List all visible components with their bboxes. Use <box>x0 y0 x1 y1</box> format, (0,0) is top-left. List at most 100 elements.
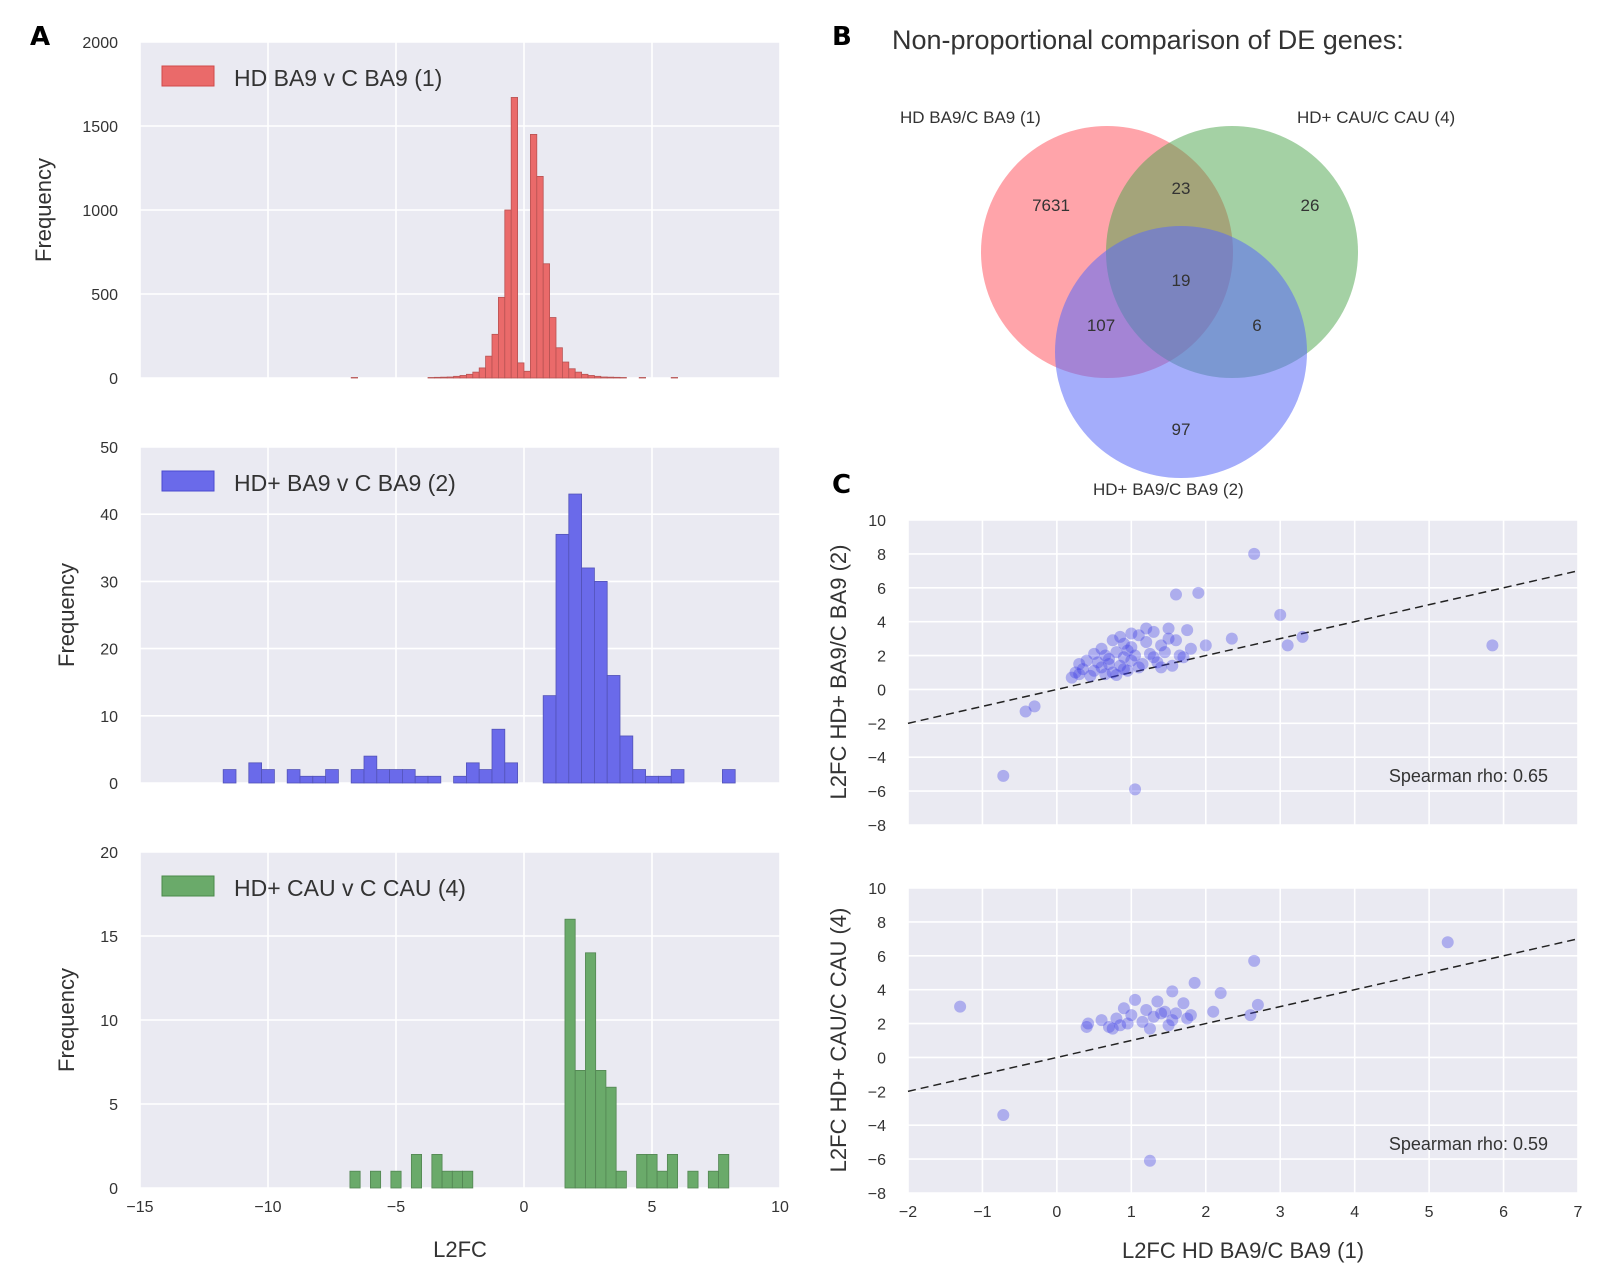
y-tick-label: 5 <box>109 1097 118 1114</box>
y-tick-label: 500 <box>91 287 118 304</box>
venn-count-only-1: 7631 <box>1032 196 1070 215</box>
histogram-bar <box>595 1070 607 1189</box>
scatter-point <box>1088 647 1101 660</box>
scatter-point <box>1486 639 1499 652</box>
scatter-point <box>1084 669 1097 682</box>
histogram-bar <box>687 1170 699 1189</box>
histogram-bar <box>472 371 480 379</box>
scatter-point <box>1095 1014 1108 1027</box>
histogram-bar <box>718 1154 730 1189</box>
histogram-bar <box>600 376 608 379</box>
scatter-point <box>1099 668 1112 681</box>
scatter-points <box>997 547 1499 796</box>
scatter-point <box>1177 651 1190 664</box>
y-axis-label: L2FC HD+ CAU/C CAU (4) <box>826 908 851 1173</box>
histogram-bar <box>594 581 608 784</box>
panel-letter-a: A <box>30 22 50 52</box>
y-tick-label: 15 <box>100 929 118 946</box>
gridlines <box>907 519 1579 826</box>
x-tick-label: 4 <box>1350 1204 1359 1221</box>
y-tick-labels: 0 500 1000 1500 2000 <box>82 35 118 388</box>
histogram-bar <box>504 762 518 784</box>
y-tick-labels: 0 5 10 15 20 <box>100 845 118 1198</box>
histogram-bar <box>350 769 365 784</box>
y-tick-label: 0 <box>877 682 886 699</box>
y-tick-label: 4 <box>877 615 886 632</box>
histogram-bar <box>549 317 557 379</box>
venn-set-2-circle <box>1055 226 1307 478</box>
histogram-bar <box>581 373 589 379</box>
histogram-bar <box>222 769 237 784</box>
scatter-point <box>1251 998 1264 1011</box>
histogram-bar <box>530 133 538 379</box>
scatter-point <box>1162 1019 1175 1032</box>
histogram-bar <box>410 1154 422 1189</box>
scatter-point <box>1192 586 1205 599</box>
fit-line <box>907 938 1579 1093</box>
histogram-bar <box>441 1170 453 1189</box>
histogram-bar <box>562 361 570 379</box>
x-tick-label: −15 <box>126 1199 153 1216</box>
x-axis-label: L2FC <box>433 1237 487 1262</box>
x-tick-label: 10 <box>771 1199 789 1216</box>
scatter-point <box>1129 783 1142 796</box>
y-tick-label: 50 <box>100 440 118 457</box>
histogram-bar <box>568 493 582 784</box>
histogram-bar <box>491 333 499 379</box>
histogram-bar <box>312 775 326 784</box>
histogram-bar <box>446 376 455 379</box>
scatter-point <box>1143 1154 1156 1167</box>
histogram-bar <box>286 769 301 784</box>
x-tick-label: 2 <box>1201 1204 1210 1221</box>
y-tick-label: 8 <box>877 547 886 564</box>
scatter-point <box>1121 1017 1134 1030</box>
y-tick-label: −6 <box>868 1152 886 1169</box>
x-tick-label: 7 <box>1574 1204 1583 1221</box>
scatter-point <box>1140 1004 1153 1016</box>
scatter-point <box>1296 630 1309 643</box>
scatter-point <box>1103 652 1115 665</box>
scatter-point <box>1117 637 1130 650</box>
histogram-bar <box>523 370 531 379</box>
venn-count-only-2: 97 <box>1172 420 1191 439</box>
y-tick-label: 0 <box>109 776 118 793</box>
legend-label: HD+ CAU v C CAU (4) <box>234 875 466 901</box>
spearman-annotation: Spearman rho: 0.65 <box>1389 766 1548 786</box>
venn-count-1-and-2: 107 <box>1087 316 1115 335</box>
histogram-bar <box>376 769 390 784</box>
histogram-bar <box>504 209 512 379</box>
venn-set-1-label: HD BA9/C BA9 (1) <box>900 108 1041 127</box>
scatter-point <box>1147 651 1160 664</box>
histogram-bar <box>581 567 595 784</box>
histogram-bar <box>646 1154 658 1189</box>
histogram-bar <box>350 377 359 379</box>
scatter-point <box>1095 642 1108 655</box>
scatter-point <box>1207 1005 1220 1018</box>
scatter-point <box>1019 705 1032 718</box>
y-tick-label: 1500 <box>82 119 118 136</box>
scatter-point <box>1166 659 1179 672</box>
histogram-bar <box>656 1170 668 1189</box>
histogram-bar <box>427 377 435 379</box>
histogram-bar <box>510 97 519 379</box>
x-axis-label: L2FC HD BA9/C BA9 (1) <box>1122 1238 1364 1263</box>
histogram-bar <box>369 1170 382 1189</box>
histogram-bar <box>606 675 621 784</box>
scatter-point <box>1114 659 1127 672</box>
scatter-point <box>1155 661 1168 674</box>
scatter-point <box>1117 1002 1130 1015</box>
legend: HD+ CAU v C CAU (4) <box>161 875 466 901</box>
legend-swatch <box>161 470 215 492</box>
venn-set-2-label: HD+ BA9/C BA9 (2) <box>1093 480 1244 499</box>
histogram-bar <box>453 775 467 784</box>
scatter-point <box>1151 656 1164 669</box>
scatter-point <box>1225 632 1238 645</box>
scatter-point <box>1162 632 1175 645</box>
histogram-bar <box>542 695 557 784</box>
x-tick-label: 1 <box>1127 1204 1136 1221</box>
y-tick-label: 0 <box>109 371 118 388</box>
x-tick-label: 6 <box>1499 1204 1508 1221</box>
y-tick-label: 2 <box>877 1017 886 1034</box>
scatter-point <box>1110 1012 1123 1025</box>
